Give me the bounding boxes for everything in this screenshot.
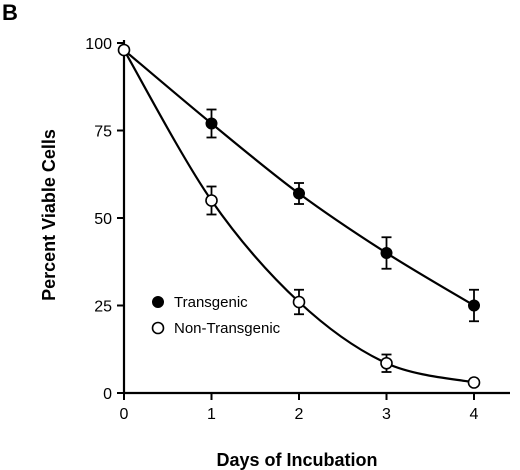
data-point-filled xyxy=(468,299,480,312)
legend-label: Transgenic xyxy=(174,294,248,311)
y-axis-title: Percent Viable Cells xyxy=(39,129,59,301)
series-line-0 xyxy=(123,49,475,307)
x-tick-label: 2 xyxy=(295,406,304,423)
y-tick-label: 100 xyxy=(85,36,112,53)
x-tick-label: 0 xyxy=(120,406,129,423)
y-tick-label: 0 xyxy=(103,386,112,403)
y-tick-label: 75 xyxy=(94,124,112,141)
legend-label: Non-Transgenic xyxy=(174,320,281,337)
x-tick-label: 4 xyxy=(470,406,479,423)
data-point-filled xyxy=(205,117,218,130)
legend-marker xyxy=(152,296,164,308)
panel-label: B xyxy=(2,0,18,25)
x-axis-title: Days of Incubation xyxy=(216,450,377,470)
data-point-open xyxy=(380,356,393,370)
data-point-open xyxy=(292,295,306,309)
legend: Transgenic Non-Transgenic xyxy=(151,294,281,337)
axes xyxy=(122,40,510,395)
y-tick-label: 50 xyxy=(94,211,112,228)
data-points xyxy=(117,43,481,389)
y-tick-label: 25 xyxy=(94,299,112,316)
series-line-1 xyxy=(123,49,475,384)
legend-marker xyxy=(151,321,165,335)
data-point-open xyxy=(205,194,218,207)
ticks: 0 1 2 3 4 0 25 50 75 100 xyxy=(85,36,478,423)
x-tick-label: 3 xyxy=(382,406,391,423)
data-point-open xyxy=(467,376,481,389)
data-point-open xyxy=(117,43,131,57)
data-point-filled xyxy=(293,187,305,200)
x-tick-label: 1 xyxy=(207,406,216,423)
data-point-filled xyxy=(380,247,393,259)
